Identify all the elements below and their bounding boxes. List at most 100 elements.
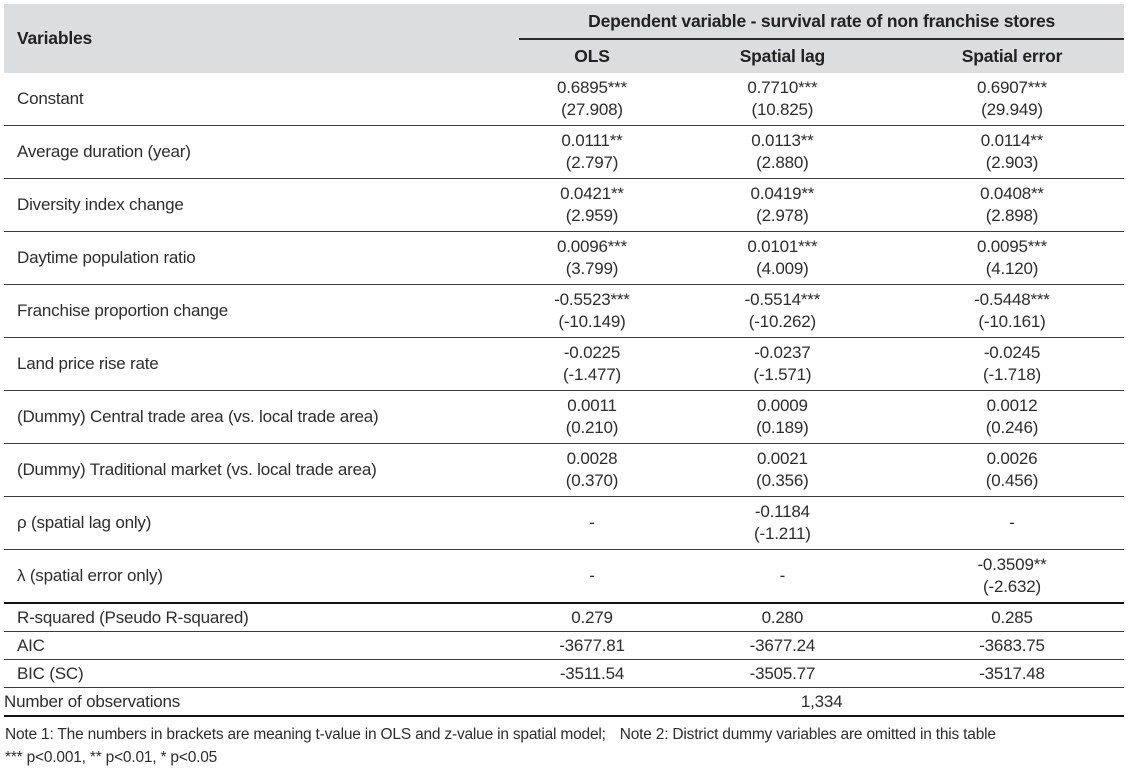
table-row: (Dummy) Central trade area (vs. local tr… [4,391,1124,444]
cell-ols: 0.0111** (2.797) [519,126,665,179]
coef-value: 0.0419** [750,184,815,203]
variable-label: ρ (spatial lag only) [17,513,152,532]
table-row: Daytime population ratio 0.0096*** (3.799… [4,232,1124,285]
variable-label: Land price rise rate [17,354,159,373]
header-row-models: OLS Spatial lag Spatial error [4,39,1124,73]
t-value: (4.120) [985,259,1039,278]
cell-spatial-error: - [900,497,1124,550]
regression-results-table: Variables Dependent variable - survival … [4,4,1124,717]
variables-column-header: Variables [4,4,520,73]
cell-spatial-lag: 0.0009 (0.189) [665,391,900,444]
coef-value: -0.0225 [563,343,621,362]
coef-value: 0.0113** [751,131,814,150]
coef-value: 0.0101*** [747,237,818,256]
cell-spatial-error: -0.3509** (-2.632) [900,550,1124,604]
coef-value: 0.0421** [560,184,624,203]
note-2: Note 2: District dummy variables are omi… [619,726,996,743]
t-value: (0.456) [985,471,1039,490]
coef-value: 0.6895*** [556,78,627,97]
coef-value: -0.0237 [754,343,811,362]
cell-spatial-error: 0.0026 (0.456) [900,444,1124,497]
t-value: (27.908) [561,100,623,119]
stat-spatial-lag: -3677.24 [749,635,816,655]
cell-ols: 0.0421** (2.959) [519,179,665,232]
significance-legend: *** p<0.001, ** p<0.01, * p<0.05 [5,749,218,766]
coef-value: 0.0111** [561,131,623,150]
table-row: Land price rise rate -0.0225 (-1.477) -0.… [4,338,1124,391]
stat-spatial-error: -3517.48 [979,663,1045,683]
dependent-variable-header: Dependent variable - survival rate of no… [519,4,1124,40]
stat-ols: -3677.81 [559,635,625,655]
coef-value: 0.0026 [986,449,1038,468]
table-row: Average duration (year) 0.0111** (2.797) … [4,126,1124,179]
variable-label: Average duration (year) [17,142,191,161]
stat-spatial-lag: 0.280 [761,607,804,627]
t-value: (-1.211) [754,524,811,543]
variable-label: Constant [17,89,84,108]
table-row: Constant 0.6895*** (27.908) 0.7710*** (10.… [4,73,1124,126]
t-value: (2.898) [985,206,1039,225]
table-header: Variables Dependent variable - survival … [4,4,1124,73]
table-row-observations: Number of observations 1,334 [4,688,1124,716]
t-value: (-10.149) [558,312,626,331]
coef-value: -0.5448*** [974,290,1050,309]
cell-spatial-error: 0.0408** (2.898) [900,179,1124,232]
cell-spatial-error: -0.0245 (-1.718) [900,338,1124,391]
variable-label: (Dummy) Traditional market (vs. local tr… [17,460,377,479]
t-value: (-1.477) [563,365,621,384]
cell-spatial-lag: -0.1184 (-1.211) [665,497,900,550]
table-row: λ (spatial error only) - - -0.3509** (-2.… [4,550,1124,604]
cell-ols: 0.0028 (0.370) [519,444,665,497]
cell-spatial-lag: 0.0101*** (4.009) [665,232,900,285]
coef-value: 0.0408** [980,184,1044,203]
cell-spatial-lag: 0.7710*** (10.825) [665,73,900,126]
coef-value: -0.3509** [977,555,1047,574]
t-value: (0.189) [756,418,809,437]
stat-label: BIC (SC) [17,663,84,683]
variable-label: Franchise proportion change [17,301,229,320]
t-value: (10.825) [751,100,814,119]
table-row-rsquared: R-squared (Pseudo R-squared) 0.279 0.280… [4,603,1124,632]
observations-label: Number of observations [4,691,181,711]
coef-value: 0.0028 [566,449,618,468]
t-value: (-10.161) [978,312,1046,331]
variable-label: Diversity index change [17,195,184,214]
column-header-ols: OLS [519,39,665,73]
t-value: (2.880) [756,153,809,172]
stat-ols: 0.279 [571,607,613,627]
t-value: (0.246) [985,418,1039,437]
t-value: (4.009) [756,259,809,278]
column-header-spatial-lag: Spatial lag [664,39,900,73]
coef-value: - [1009,513,1015,532]
cell-ols: 0.0096*** (3.799) [519,232,665,285]
cell-ols: 0.6895*** (27.908) [519,73,665,126]
coef-value: 0.0009 [756,396,808,415]
table-row: Diversity index change 0.0421** (2.959) 0… [4,179,1124,232]
cell-ols: -0.0225 (-1.477) [519,338,665,391]
coef-value: 0.0114** [980,131,1044,150]
cell-spatial-error: 0.0114** (2.903) [900,126,1124,179]
cell-spatial-lag: 0.0021 (0.356) [665,444,900,497]
cell-spatial-error: -0.5448*** (-10.161) [900,285,1124,338]
table-notes: Note 1: The numbers in brackets are mean… [4,717,1124,769]
stat-spatial-error: 0.285 [991,607,1033,627]
table-body: Constant 0.6895*** (27.908) 0.7710*** (10.… [4,73,1124,716]
cell-ols: -0.5523*** (-10.149) [519,285,665,338]
t-value: (29.949) [981,100,1043,119]
cell-spatial-error: 0.0012 (0.246) [900,391,1124,444]
notes-line-1: Note 1: The numbers in brackets are mean… [5,723,1124,746]
t-value: (2.903) [985,153,1039,172]
table-row-aic: AIC -3677.81 -3677.24 -3683.75 [4,632,1124,660]
stat-ols: -3511.54 [559,663,625,683]
cell-spatial-lag: - [665,550,900,604]
variable-label: Daytime population ratio [17,248,196,267]
cell-spatial-lag: 0.0113** (2.880) [665,126,900,179]
coef-value: -0.5514*** [744,290,821,309]
variable-label: λ (spatial error only) [17,566,163,585]
coef-value: 0.0021 [756,449,808,468]
cell-spatial-error: 0.0095*** (4.120) [900,232,1124,285]
coef-value: - [589,566,595,585]
stat-label: R-squared (Pseudo R-squared) [17,607,249,627]
t-value: (-2.632) [983,577,1041,596]
cell-spatial-lag: 0.0419** (2.978) [665,179,900,232]
